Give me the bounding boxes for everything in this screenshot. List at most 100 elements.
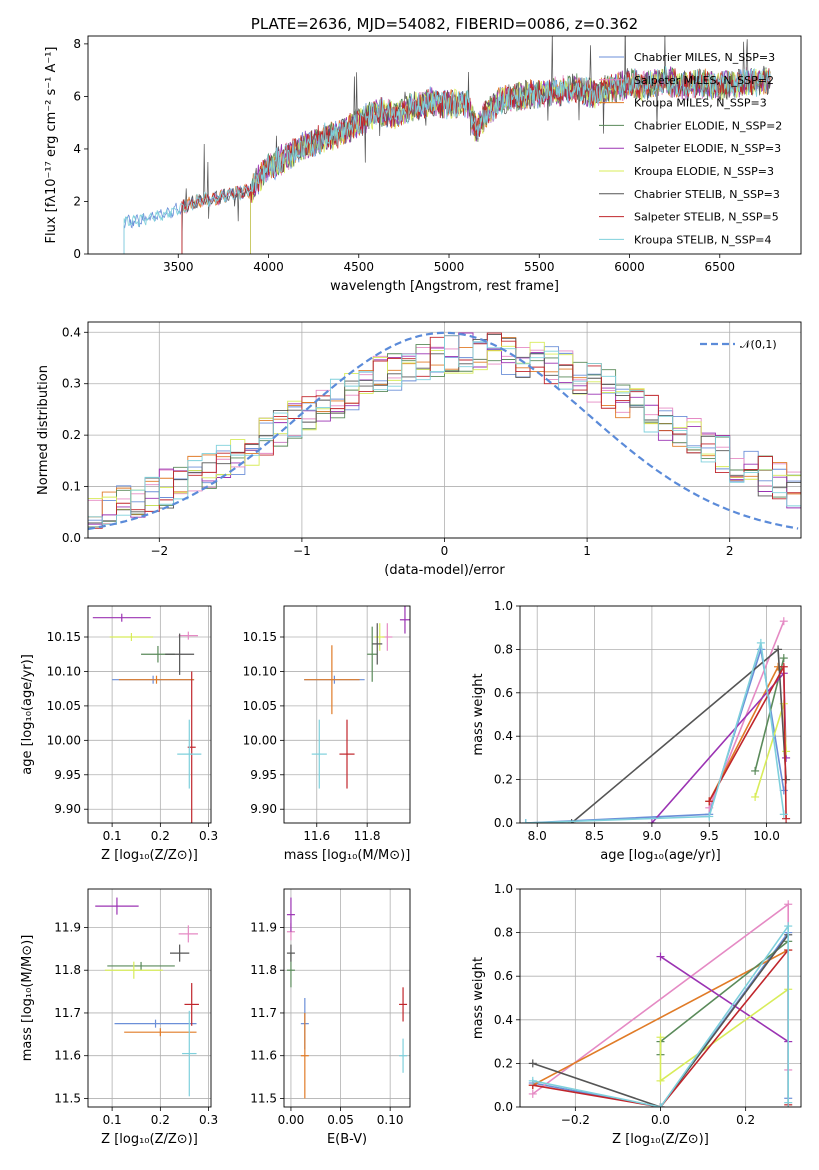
y-tick-label: 11.5 <box>54 1091 81 1105</box>
plot-area <box>521 617 791 823</box>
y-axis-label: mass [log₁₀(M/M⊙)] <box>20 935 35 1062</box>
y-tick-label: 11.6 <box>250 1049 277 1063</box>
y-tick-label: 0 <box>73 247 81 261</box>
axes-frame <box>519 605 802 824</box>
x-tick-label: 0.10 <box>377 1113 404 1127</box>
y-tick-label: 10.15 <box>243 630 277 644</box>
x-axis-label: mass [log₁₀(M/M⊙)] <box>284 848 411 863</box>
x-tick-label: 8.0 <box>528 829 547 843</box>
x-tick-label: 0.00 <box>278 1113 305 1127</box>
y-tick-label: 0.1 <box>62 480 81 494</box>
x-tick-label: 0.0 <box>651 1113 670 1127</box>
x-axis-label: Z [log₁₀(Z/Z⊙)] <box>612 1132 709 1147</box>
y-tick-label: 1.0 <box>494 882 513 896</box>
panel-weight-vs-Z: −0.2 0.0 0.2 0.0 0.2 0.4 0.6 0.8 1.0 Z [log₁₀(Z/Z… <box>471 882 802 1147</box>
x-tick-label: −0.2 <box>561 1113 590 1127</box>
y-tick-label: 0.4 <box>62 325 81 339</box>
panel-mass-vs-EBV: 0.00 0.05 0.10 11.5 11.6 11.7 11.8 11.9 E(B-V) <box>250 888 411 1147</box>
legend-label: Salpeter STELIB, N_SSP=5 <box>634 211 779 224</box>
x-tick-label: 9.0 <box>642 829 661 843</box>
x-tick-label: 0.3 <box>199 829 218 843</box>
y-tick-label: 11.6 <box>54 1049 81 1063</box>
y-tick-label: 2 <box>73 194 81 208</box>
y-tick-label: 11.9 <box>250 920 277 934</box>
panel-age-vs-mass: 11.6 11.8 9.90 9.95 10.00 10.05 10.10 10.15 mass… <box>243 605 411 863</box>
y-tick-label: 10.05 <box>243 699 277 713</box>
plot-area <box>304 606 410 789</box>
histogram-series <box>88 335 801 525</box>
axes-frame <box>87 35 802 255</box>
y-tick-label: 0.2 <box>62 428 81 442</box>
plot-area <box>88 331 801 531</box>
plot-area <box>92 613 202 823</box>
x-tick-label: 0.1 <box>103 829 122 843</box>
weight-line <box>660 955 789 1043</box>
spectrum-line <box>123 66 771 254</box>
legend-label: Chabrier ELODIE, N_SSP=2 <box>634 119 782 132</box>
y-tick-label: 6 <box>73 89 81 103</box>
x-tick-label: 11.6 <box>303 829 330 843</box>
y-tick-label: 9.90 <box>54 802 81 816</box>
legend-label: Salpeter MILES, N_SSP=2 <box>634 74 774 87</box>
x-tick-label: 3500 <box>163 260 194 274</box>
y-tick-label: 0.3 <box>62 377 81 391</box>
y-tick-label: 11.5 <box>250 1091 277 1105</box>
y-tick-label: 9.95 <box>54 768 81 782</box>
x-tick-label: 9.5 <box>700 829 719 843</box>
x-tick-label: −2 <box>150 544 168 558</box>
y-tick-label: 10.05 <box>47 699 81 713</box>
x-tick-label: 5500 <box>524 260 555 274</box>
y-tick-label: 4 <box>73 142 81 156</box>
weight-line <box>532 934 789 1107</box>
y-tick-label: 10.10 <box>243 664 277 678</box>
panel-age-vs-Z: 0.1 0.2 0.3 9.90 9.95 10.00 10.05 10.10 10.15 Z [… <box>20 605 218 863</box>
y-tick-label: 1.0 <box>494 599 513 613</box>
chart-title: PLATE=2636, MJD=54082, FIBERID=0086, z=0… <box>251 15 638 33</box>
legend-label: Kroupa ELODIE, N_SSP=3 <box>634 165 774 178</box>
legend-label: Kroupa MILES, N_SSP=3 <box>634 97 767 110</box>
axes-frame <box>283 605 411 824</box>
x-axis-label: (data-model)/error <box>384 563 505 578</box>
x-tick-label: 1 <box>583 544 591 558</box>
y-tick-label: 0.0 <box>494 816 513 830</box>
x-axis-label: wavelength [Angstrom, rest frame] <box>330 279 559 294</box>
axes-frame <box>519 888 802 1108</box>
plot-area <box>95 897 199 1097</box>
axes-frame <box>87 888 212 1108</box>
panel-residuals: −2 −1 0 1 2 0.0 0.1 0.2 0.3 0.4 (data-model)/error… <box>36 321 802 578</box>
x-axis-label: Z [log₁₀(Z/Z⊙)] <box>101 848 198 863</box>
y-tick-label: 10.00 <box>243 733 277 747</box>
y-axis-label: mass weight <box>471 957 486 1039</box>
y-tick-label: 11.9 <box>54 920 81 934</box>
x-tick-label: 0.05 <box>327 1113 354 1127</box>
y-axis-label: Flux [fλ10⁻¹⁷ erg cm⁻² s⁻¹ A⁻¹] <box>44 47 59 244</box>
x-tick-label: 11.8 <box>354 829 381 843</box>
x-tick-label: −1 <box>293 544 311 558</box>
x-tick-label: 6500 <box>704 260 735 274</box>
x-tick-label: 0.2 <box>151 1113 170 1127</box>
axes-frame <box>87 605 212 824</box>
x-tick-label: 4500 <box>343 260 374 274</box>
plot-area <box>123 36 771 254</box>
x-axis-label: age [log₁₀(age/yr)] <box>600 848 721 863</box>
x-tick-label: 2 <box>726 544 734 558</box>
weight-line <box>651 671 787 823</box>
y-tick-label: 0.8 <box>494 642 513 656</box>
panel-spectrum: 3500 4000 4500 5000 5500 6000 6500 0 2 4 6 8 wavelen… <box>44 15 802 294</box>
y-axis-label: Normed distribution <box>36 365 51 495</box>
x-axis-label: E(B-V) <box>327 1132 367 1147</box>
y-tick-label: 11.8 <box>54 963 81 977</box>
histogram-series <box>88 344 801 528</box>
y-tick-label: 0.8 <box>494 926 513 940</box>
x-tick-label: 0.2 <box>736 1113 755 1127</box>
y-tick-label: 0.2 <box>494 1056 513 1070</box>
y-tick-label: 0.2 <box>494 773 513 787</box>
x-axis-label: Z [log₁₀(Z/Z⊙)] <box>101 1132 198 1147</box>
y-tick-label: 0.6 <box>494 969 513 983</box>
x-tick-label: 0.2 <box>151 829 170 843</box>
y-axis-label: mass weight <box>471 673 486 755</box>
panel-mass-vs-Z: 0.1 0.2 0.3 11.5 11.6 11.7 11.8 11.9 Z [log₁₀(Z/… <box>20 888 218 1147</box>
legend-label: Salpeter ELODIE, N_SSP=3 <box>634 142 781 155</box>
legend-label: Chabrier MILES, N_SSP=3 <box>634 51 775 64</box>
